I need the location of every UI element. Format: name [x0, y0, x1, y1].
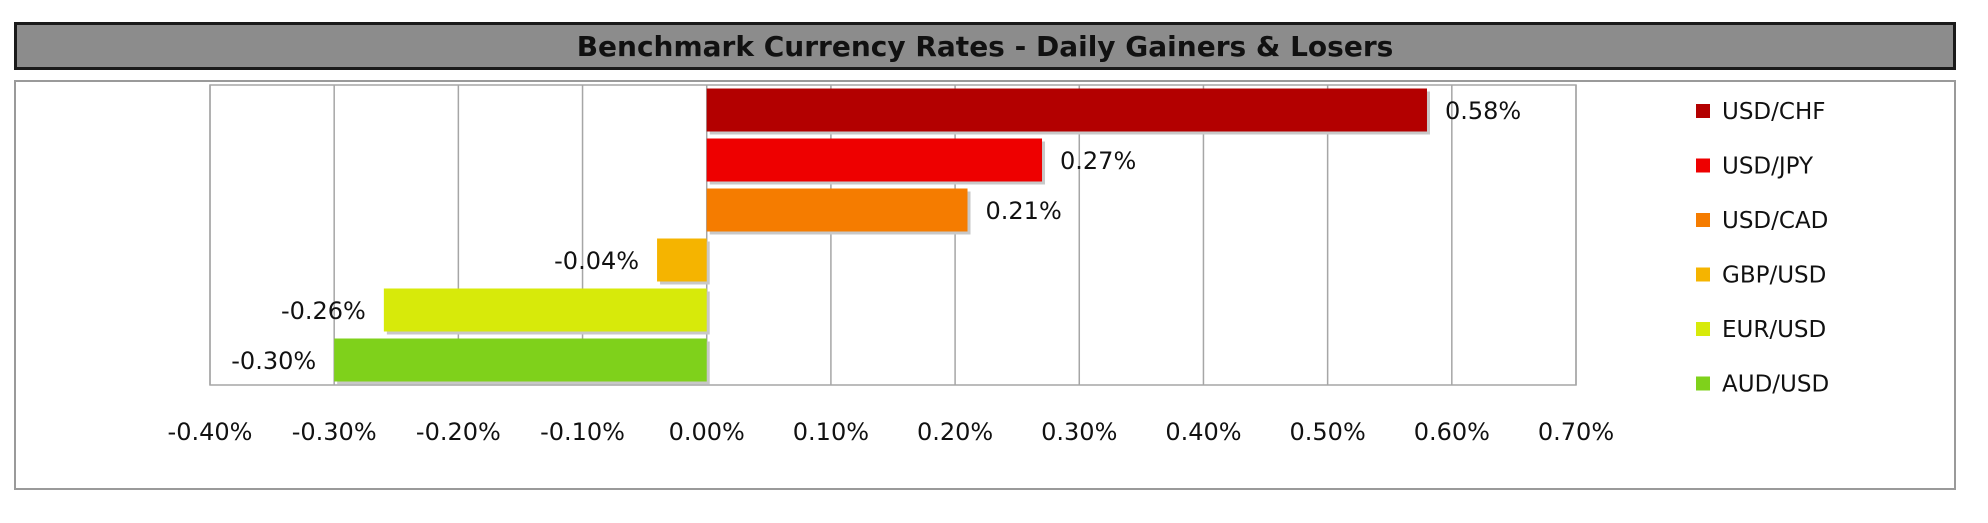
legend-swatch [1696, 376, 1710, 391]
x-tick-label: 0.20% [917, 418, 993, 446]
bar-usd-chf [706, 88, 1427, 132]
legend-label: GBP/USD [1722, 263, 1826, 289]
x-tick-label: 0.50% [1290, 418, 1366, 446]
x-tick-label: -0.40% [168, 418, 253, 446]
legend-label: USD/CAD [1722, 208, 1828, 234]
bar-usd-jpy [706, 138, 1043, 182]
legend-swatch [1696, 213, 1710, 227]
data-label: -0.30% [231, 347, 316, 375]
x-tick-label: 0.60% [1414, 418, 1490, 446]
data-labels: 0.58% 0.27% 0.21% -0.04% -0.26% -0.30% [231, 97, 1521, 375]
x-tick-label: -0.10% [540, 418, 625, 446]
x-tick-label: -0.30% [292, 418, 377, 446]
legend-swatch [1696, 322, 1710, 336]
legend-swatch [1696, 267, 1710, 282]
x-tick-label: 0.00% [669, 418, 745, 446]
x-axis-tick-labels: -0.40% -0.30% -0.20% -0.10% 0.00% 0.10% 0.20% 0… [168, 418, 1615, 446]
x-tick-label: 0.30% [1041, 418, 1117, 446]
data-label: 0.58% [1445, 97, 1521, 125]
chart-title-bar: Benchmark Currency Rates - Daily Gainers… [14, 22, 1956, 70]
data-label: 0.27% [1060, 147, 1136, 175]
legend-label: AUD/USD [1722, 372, 1829, 398]
bars [334, 88, 1430, 385]
legend-swatch [1696, 104, 1710, 118]
bar-eur-usd [383, 288, 707, 332]
data-label: -0.04% [554, 247, 639, 275]
x-tick-label: -0.20% [416, 418, 501, 446]
bar-gbp-usd [657, 238, 707, 282]
bar-aud-usd [334, 338, 707, 382]
chart-title: Benchmark Currency Rates - Daily Gainers… [576, 29, 1394, 63]
data-label: 0.21% [986, 197, 1062, 225]
gridlines [209, 85, 1577, 385]
legend-label: USD/CHF [1722, 99, 1825, 125]
x-tick-label: 0.10% [793, 418, 869, 446]
data-label: -0.26% [281, 297, 366, 325]
legend: USD/CHF USD/JPY USD/CAD GBP/USD EUR/USD AUD/U… [1696, 99, 1829, 398]
legend-label: USD/JPY [1722, 154, 1814, 180]
legend-label: EUR/USD [1722, 317, 1826, 343]
x-tick-label: 0.40% [1165, 418, 1241, 446]
legend-swatch [1696, 158, 1710, 173]
bar-usd-cad [706, 188, 968, 232]
x-tick-label: 0.70% [1538, 418, 1614, 446]
